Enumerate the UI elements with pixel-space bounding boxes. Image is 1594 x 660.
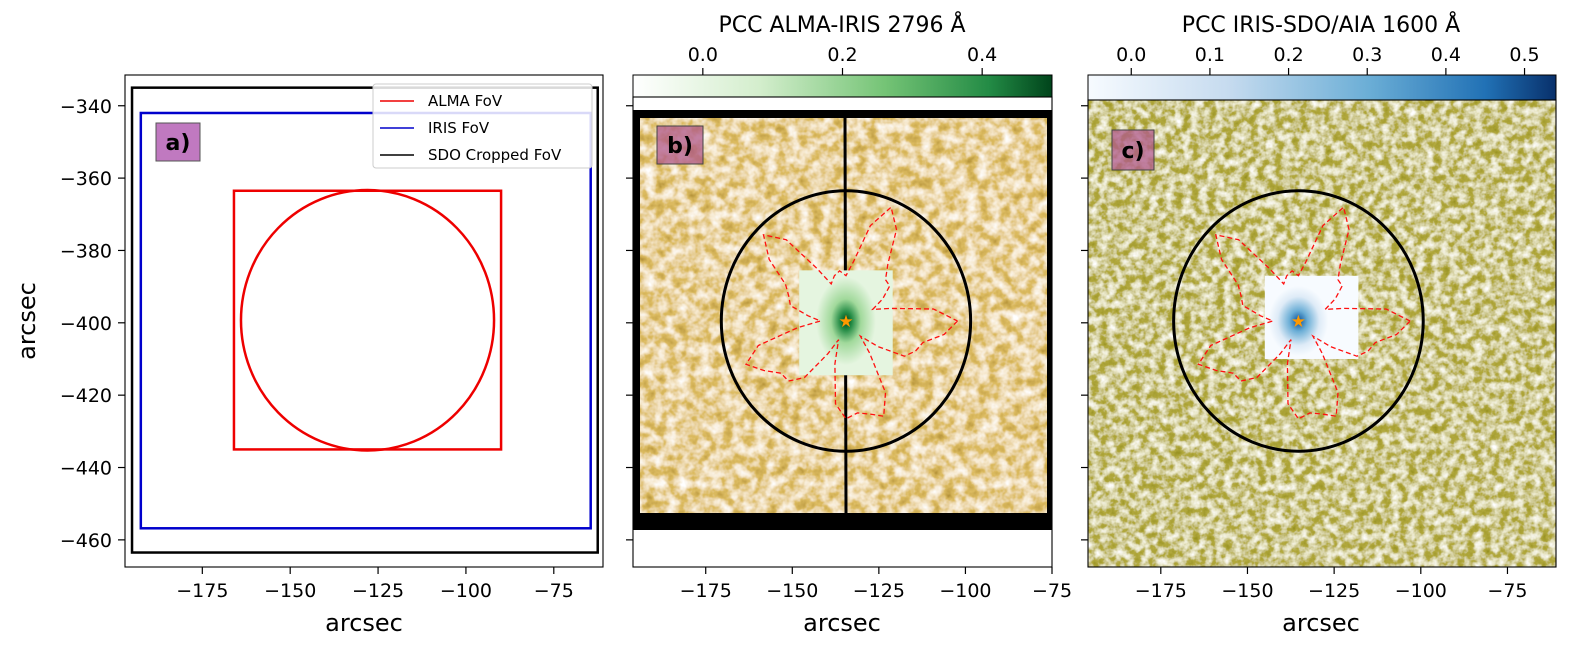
colorbar-tick-label: 0.0 xyxy=(1116,44,1146,66)
panel-b-label-box xyxy=(656,125,704,165)
panel-b-x-axis-label: arcsec xyxy=(803,609,881,637)
x-tick-label: −75 xyxy=(534,580,574,602)
fov-outlines xyxy=(130,86,599,554)
peak-star-marker: ★ xyxy=(838,312,853,332)
y-tick-label: −340 xyxy=(60,96,112,118)
panel-a-frame xyxy=(124,74,604,568)
panel-c-colorbar-ticks: 0.0 0.1 0.2 0.3 0.4 0.5 xyxy=(1116,44,1540,75)
pcc-peak-region xyxy=(816,276,876,366)
panel-b-x-ticks: −175 −150 −125 −100 −75 xyxy=(680,567,1072,602)
panel-b-alma-iris-map: ★ 0.0 0.2 0.4 PCC ALMA-IRIS 2796 Å −175 −15… xyxy=(626,11,1072,637)
x-tick-label: −175 xyxy=(1135,580,1187,602)
x-tick-label: −125 xyxy=(352,580,404,602)
y-tick-label: −380 xyxy=(60,240,112,262)
panel-b-colorbar xyxy=(632,74,1053,98)
colorbar-tick-label: 0.5 xyxy=(1509,44,1539,66)
x-tick-label: −100 xyxy=(1395,580,1447,602)
panel-c-colorbar xyxy=(1087,74,1557,101)
alma-fov-circle xyxy=(1172,189,1425,453)
peak-star-marker: ★ xyxy=(1291,312,1306,332)
colorbar-tick-label: 0.0 xyxy=(688,44,718,66)
colorbar-tick-label: 0.3 xyxy=(1352,44,1382,66)
y-tick-label: −400 xyxy=(60,313,112,335)
colorbar-tick-label: 0.4 xyxy=(1431,44,1461,66)
panel-c-colorbar-label: PCC IRIS-SDO/AIA 1600 Å xyxy=(1182,11,1460,38)
panel-a-label: a) xyxy=(166,131,191,156)
x-tick-label: −100 xyxy=(440,580,492,602)
x-tick-label: −175 xyxy=(176,580,228,602)
x-tick-label: −100 xyxy=(939,580,991,602)
colorbar-tick-label: 0.1 xyxy=(1195,44,1225,66)
magnetic-contour xyxy=(744,205,958,420)
colorbar-tick-label: 0.4 xyxy=(967,44,997,66)
x-tick-label: −75 xyxy=(1487,580,1527,602)
x-tick-label: −150 xyxy=(766,580,818,602)
legend-entry: ALMA FoV xyxy=(428,92,503,110)
y-tick-label: −360 xyxy=(60,168,112,190)
legend-entry: SDO Cropped FoV xyxy=(428,146,562,164)
y-tick-label: −420 xyxy=(60,385,112,407)
panel-c-x-axis-label: arcsec xyxy=(1282,609,1360,637)
y-tick-label: −460 xyxy=(60,530,112,552)
fov-circle xyxy=(239,188,496,452)
x-tick-label: −125 xyxy=(1308,580,1360,602)
panel-a-y-ticks: −340 −360 −380 −400 −420 −440 −460 xyxy=(60,96,125,552)
legend: ALMA FoV IRIS FoV SDO Cropped FoV xyxy=(372,83,593,169)
panel-c-x-ticks: −175 −150 −125 −100 −75 xyxy=(1135,567,1528,602)
legend-entry: IRIS FoV xyxy=(428,119,490,137)
panel-a-x-ticks: −175 −150 −125 −100 −75 xyxy=(176,567,574,602)
panel-a-x-axis-label: arcsec xyxy=(325,609,403,637)
x-tick-label: −175 xyxy=(680,580,732,602)
panel-a-label-box xyxy=(155,122,201,162)
fov-rect xyxy=(232,189,503,451)
fov-rect xyxy=(130,86,599,554)
fov-rect xyxy=(139,111,592,530)
panel-a-y-axis-label: arcsec xyxy=(13,282,41,360)
colorbar-tick-label: 0.2 xyxy=(827,44,857,66)
x-tick-label: −150 xyxy=(1221,580,1273,602)
y-tick-label: −440 xyxy=(60,458,112,480)
x-tick-label: −150 xyxy=(264,580,316,602)
panel-c-frame xyxy=(1087,99,1557,568)
pcc-peak-region xyxy=(1268,286,1329,356)
panel-c-label: c) xyxy=(1121,139,1144,164)
panel-b-frame xyxy=(632,96,1053,568)
panel-b-label: b) xyxy=(667,134,693,159)
x-tick-label: −75 xyxy=(1032,580,1072,602)
alma-fov-circle xyxy=(719,189,973,453)
panel-c-label-box xyxy=(1111,129,1155,171)
panel-c-iris-sdo-map: ★ 0.0 0.1 0.2 0.3 0.4 0.5 PCC IRIS-SDO/AIA 16… xyxy=(1081,11,1557,637)
panel-a-fov-plot: −175 −150 −125 −100 −75 −340 −360 −380 −400 −420… xyxy=(13,74,604,637)
colorbar-tick-label: 0.2 xyxy=(1273,44,1303,66)
panel-b-colorbar-label: PCC ALMA-IRIS 2796 Å xyxy=(718,11,965,38)
panel-b-y-ticks xyxy=(626,105,633,541)
magnetic-contour xyxy=(1197,205,1411,420)
panel-b-overlays: ★ xyxy=(719,189,973,453)
x-tick-label: −125 xyxy=(853,580,905,602)
panel-c-overlays: ★ xyxy=(1172,189,1425,453)
panel-c-y-ticks xyxy=(1081,105,1088,541)
panel-b-colorbar-ticks: 0.0 0.2 0.4 xyxy=(688,44,997,75)
